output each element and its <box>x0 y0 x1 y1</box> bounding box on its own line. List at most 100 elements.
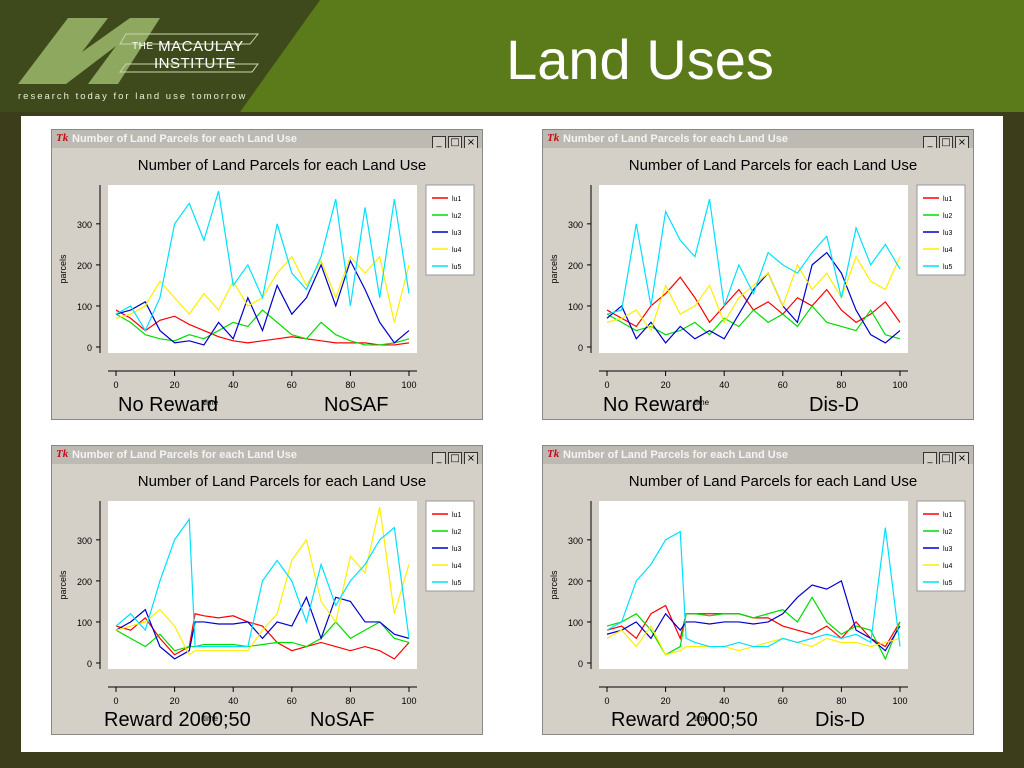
content-area: Tk Number of Land Parcels for each Land U… <box>21 116 1003 752</box>
legend-box <box>425 184 475 276</box>
series-line-lu5 <box>115 517 410 648</box>
legend-label-lu5: lu5 <box>452 580 461 587</box>
x-axis-label: time <box>203 714 219 723</box>
x-tick-label: 100 <box>401 380 416 390</box>
x-tick-label: 60 <box>778 380 788 390</box>
legend-label-lu2: lu2 <box>452 529 461 536</box>
y-tick-label: 200 <box>568 261 583 271</box>
y-tick-label: 0 <box>578 343 583 353</box>
chart-1: Number of Land Parcels for each Land Use… <box>543 148 973 419</box>
series-line-lu3 <box>606 251 901 344</box>
series-line-lu3 <box>606 580 901 652</box>
caption-model: Dis-D <box>815 709 865 731</box>
y-tick-label: 0 <box>87 343 92 353</box>
logo-line2: INSTITUTE <box>154 55 236 72</box>
x-axis-label: time <box>694 398 710 407</box>
x-tick-label: 100 <box>892 380 907 390</box>
legend-label-lu3: lu3 <box>452 230 461 237</box>
series-line-lu4 <box>606 255 901 332</box>
legend-label-lu2: lu2 <box>943 213 952 220</box>
window-title: Number of Land Parcels for each Land Use <box>563 133 788 145</box>
chart-window-no-reward-nosaf[interactable]: Tk Number of Land Parcels for each Land U… <box>51 129 483 420</box>
chart-title: Number of Land Parcels for each Land Use <box>138 157 427 174</box>
x-tick-label: 20 <box>661 696 671 706</box>
y-axis-label: parcels <box>58 254 68 284</box>
legend-label-lu3: lu3 <box>452 546 461 553</box>
legend-label-lu3: lu3 <box>943 230 952 237</box>
x-tick-label: 40 <box>719 696 729 706</box>
series-line-lu1 <box>115 613 410 660</box>
window-title: Number of Land Parcels for each Land Use <box>563 449 788 461</box>
y-tick-label: 100 <box>568 302 583 312</box>
x-tick-label: 20 <box>170 696 180 706</box>
x-tick-label: 40 <box>719 380 729 390</box>
plot-area <box>108 501 417 669</box>
tk-logo-icon: Tk <box>547 132 560 144</box>
legend-label-lu5: lu5 <box>943 580 952 587</box>
legend-label-lu4: lu4 <box>452 563 461 570</box>
plot-area <box>599 185 908 353</box>
chart-window-no-reward-dis-d[interactable]: Tk Number of Land Parcels for each Land U… <box>542 129 974 420</box>
minimize-button[interactable]: _ <box>923 136 937 149</box>
chart-window-reward-dis-d[interactable]: Tk Number of Land Parcels for each Land U… <box>542 445 974 735</box>
window-controls: _ □ × <box>430 132 478 149</box>
y-axis-label: parcels <box>58 570 68 600</box>
caption-model: NoSAF <box>324 394 389 416</box>
x-tick-label: 40 <box>228 696 238 706</box>
x-axis-label: time <box>694 714 710 723</box>
logo-line1: MACAULAY <box>158 38 244 55</box>
chart-title: Number of Land Parcels for each Land Use <box>629 157 918 174</box>
legend-label-lu4: lu4 <box>452 247 461 254</box>
window-title-bar[interactable]: Tk Number of Land Parcels for each Land U… <box>543 446 973 465</box>
y-tick-label: 100 <box>77 618 92 628</box>
chart-0: Number of Land Parcels for each Land Use… <box>52 148 482 419</box>
x-tick-label: 80 <box>345 380 355 390</box>
x-tick-label: 20 <box>170 380 180 390</box>
window-title-bar[interactable]: Tk Number of Land Parcels for each Land U… <box>543 130 973 149</box>
x-tick-label: 80 <box>836 380 846 390</box>
x-tick-label: 80 <box>345 696 355 706</box>
caption-condition: Reward 2000;50 <box>611 709 758 731</box>
legend-label-lu1: lu1 <box>943 196 952 203</box>
y-tick-label: 0 <box>578 659 583 669</box>
legend-label-lu4: lu4 <box>943 563 952 570</box>
x-tick-label: 100 <box>401 696 416 706</box>
series-line-lu5 <box>606 527 901 648</box>
slide-title: Land Uses <box>506 28 774 91</box>
tk-logo-icon: Tk <box>547 448 560 460</box>
x-tick-label: 80 <box>836 696 846 706</box>
series-line-lu2 <box>115 309 410 346</box>
tk-logo-icon: Tk <box>56 132 69 144</box>
close-button[interactable]: × <box>464 136 478 149</box>
y-tick-label: 300 <box>77 220 92 230</box>
logo-divider-icon <box>119 33 260 45</box>
legend-label-lu1: lu1 <box>943 512 952 519</box>
legend-label-lu3: lu3 <box>943 546 952 553</box>
plot-area <box>599 501 908 669</box>
x-tick-label: 60 <box>778 696 788 706</box>
caption-condition: Reward 2000;50 <box>104 709 251 731</box>
y-tick-label: 100 <box>568 618 583 628</box>
series-line-lu5 <box>115 190 410 332</box>
legend: lu1 lu2 lu3 lu4 lu5 <box>916 184 966 276</box>
logo-panel <box>0 0 320 112</box>
chart-window-reward-nosaf[interactable]: Tk Number of Land Parcels for each Land U… <box>51 445 483 735</box>
chart-3: Number of Land Parcels for each Land Use… <box>543 464 973 734</box>
logo-the: THE <box>132 41 154 52</box>
x-tick-label: 0 <box>604 380 609 390</box>
tk-logo-icon: Tk <box>56 448 69 460</box>
legend: lu1 lu2 lu3 lu4 lu5 <box>916 500 966 592</box>
y-tick-label: 300 <box>568 220 583 230</box>
series-line-lu3 <box>115 259 410 346</box>
chart-2: Number of Land Parcels for each Land Use… <box>52 464 482 734</box>
x-tick-label: 0 <box>604 696 609 706</box>
y-axis-label: parcels <box>549 254 559 284</box>
legend: lu1 lu2 lu3 lu4 lu5 <box>425 184 475 276</box>
x-tick-label: 60 <box>287 696 297 706</box>
logo-tagline: research today for land use tomorrow <box>18 91 248 102</box>
minimize-button[interactable]: _ <box>432 136 446 149</box>
caption-model: NoSAF <box>310 709 375 731</box>
window-title-bar[interactable]: Tk Number of Land Parcels for each Land U… <box>52 446 482 465</box>
window-title-bar[interactable]: Tk Number of Land Parcels for each Land U… <box>52 130 482 149</box>
